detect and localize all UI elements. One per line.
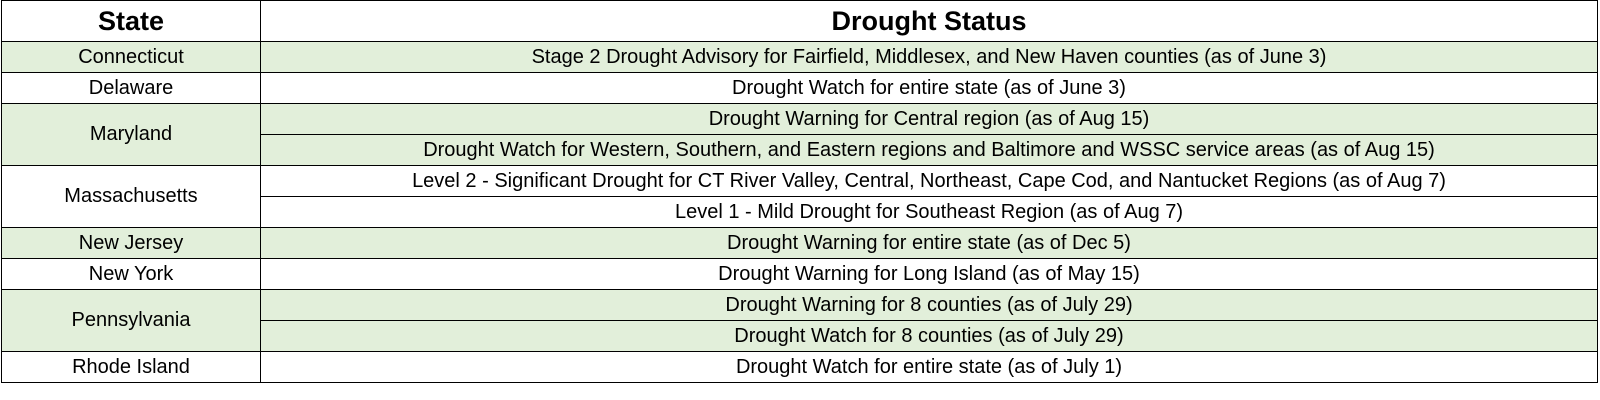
state-cell: Maryland xyxy=(1,103,261,166)
state-cell: Delaware xyxy=(1,72,261,104)
status-cell: Drought Warning for Long Island (as of M… xyxy=(260,258,1598,290)
status-cell: Drought Watch for entire state (as of Ju… xyxy=(260,72,1598,104)
table-row: Pennsylvania Drought Warning for 8 count… xyxy=(1,289,1598,352)
status-cell: Drought Warning for 8 counties (as of Ju… xyxy=(260,289,1598,321)
table-row: New York Drought Warning for Long Island… xyxy=(1,258,1598,290)
header-state: State xyxy=(1,0,261,42)
table-row: New Jersey Drought Warning for entire st… xyxy=(1,227,1598,259)
table-row: Rhode Island Drought Watch for entire st… xyxy=(1,351,1598,383)
table-row: Connecticut Stage 2 Drought Advisory for… xyxy=(1,41,1598,73)
drought-status-table: State Drought Status Connecticut Stage 2… xyxy=(1,0,1598,383)
status-cell: Level 2 - Significant Drought for CT Riv… xyxy=(260,165,1598,197)
state-cell: Massachusetts xyxy=(1,165,261,228)
state-cell: New York xyxy=(1,258,261,290)
state-cell: Pennsylvania xyxy=(1,289,261,352)
header-drought-status: Drought Status xyxy=(260,0,1598,42)
table-row: Maryland Drought Warning for Central reg… xyxy=(1,103,1598,166)
table-row: Drought Watch for Western, Southern, and… xyxy=(2,134,1598,166)
status-cell: Drought Watch for 8 counties (as of July… xyxy=(260,320,1598,352)
table-row: Delaware Drought Watch for entire state … xyxy=(1,72,1598,104)
status-cell: Level 1 - Mild Drought for Southeast Reg… xyxy=(260,196,1598,228)
status-cell: Drought Warning for entire state (as of … xyxy=(260,227,1598,259)
status-cell: Stage 2 Drought Advisory for Fairfield, … xyxy=(260,41,1598,73)
table-row: Massachusetts Level 2 - Significant Drou… xyxy=(1,165,1598,228)
status-cell: Drought Watch for Western, Southern, and… xyxy=(260,134,1598,166)
status-cell: Drought Warning for Central region (as o… xyxy=(260,103,1598,135)
state-cell: Connecticut xyxy=(1,41,261,73)
status-cell: Drought Watch for entire state (as of Ju… xyxy=(260,351,1598,383)
state-cell: New Jersey xyxy=(1,227,261,259)
header-row: State Drought Status xyxy=(1,0,1598,42)
state-cell: Rhode Island xyxy=(1,351,261,383)
